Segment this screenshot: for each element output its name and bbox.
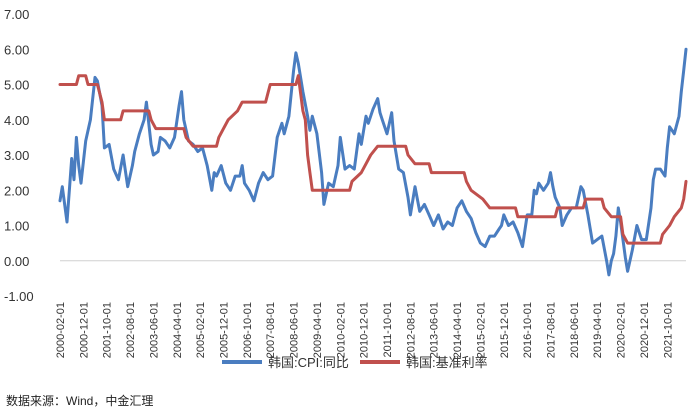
x-tick-label: 2008-06-01 [289,302,301,358]
y-tick-label: 7.00 [4,7,29,22]
x-tick-label: 2012-08-01 [405,302,417,358]
x-tick-label: 2010-02-01 [335,302,347,358]
y-tick-label: 1.00 [4,219,29,234]
x-tick-label: 2000-02-01 [55,302,67,358]
x-tick-label: 2014-04-01 [452,302,464,358]
x-tick-label: 2020-12-01 [639,302,651,358]
series-line-cpi [58,47,688,277]
x-tick-label: 2006-10-01 [242,302,254,358]
legend-label-cpi: 韩国:CPI:同比 [268,355,349,370]
y-tick-label: 3.00 [4,148,29,163]
y-tick-label: 2.00 [4,183,29,198]
source-note: 数据来源：Wind，中金汇理 [6,394,154,408]
y-tick-label: 6.00 [4,42,29,57]
y-tick-label: 4.00 [4,113,29,128]
x-tick-label: 2018-06-01 [569,302,581,358]
legend-label-rate: 韩国:基准利率 [406,355,488,370]
x-tick-label: 2019-04-01 [592,302,604,358]
x-tick-label: 2004-04-01 [172,302,184,358]
x-tick-label: 2001-10-01 [102,302,114,358]
x-tick-label: 2009-04-01 [312,302,324,358]
x-tick-label: 2015-12-01 [499,302,511,358]
x-tick-label: 2015-02-01 [475,302,487,358]
x-tick-label: 2021-10-01 [662,302,674,358]
x-tick-label: 2005-02-01 [195,302,207,358]
x-tick-label: 2020-02-01 [616,302,628,358]
x-tick-label: 2011-10-01 [382,302,394,357]
x-tick-label: 2010-12-01 [359,302,371,358]
series-lines [58,47,688,277]
x-tick-label: 2007-08-01 [265,302,277,358]
y-tick-label: -1.00 [4,289,34,304]
x-tick-labels: 2000-02-01 2000-12-01 2001-10-01 2002-08-01… [55,302,674,358]
x-tick-label: 2013-06-01 [429,302,441,358]
y-tick-label: 0.00 [4,254,29,269]
legend: 韩国:CPI:同比 韩国:基准利率 [222,355,488,370]
y-tick-labels: 7.00 6.00 5.00 4.00 3.00 2.00 1.00 0.00 -1.00 [4,7,34,304]
x-tick-label: 2005-12-01 [219,302,231,358]
x-tick-label: 2017-08-01 [546,302,558,358]
series-line-rate [58,74,688,245]
y-tick-label: 5.00 [4,78,29,93]
x-tick-label: 2000-12-01 [78,302,90,358]
x-tick-label: 2002-08-01 [125,302,137,358]
x-tick-label: 2003-06-01 [148,302,160,358]
x-tick-label: 2016-10-01 [522,302,534,358]
